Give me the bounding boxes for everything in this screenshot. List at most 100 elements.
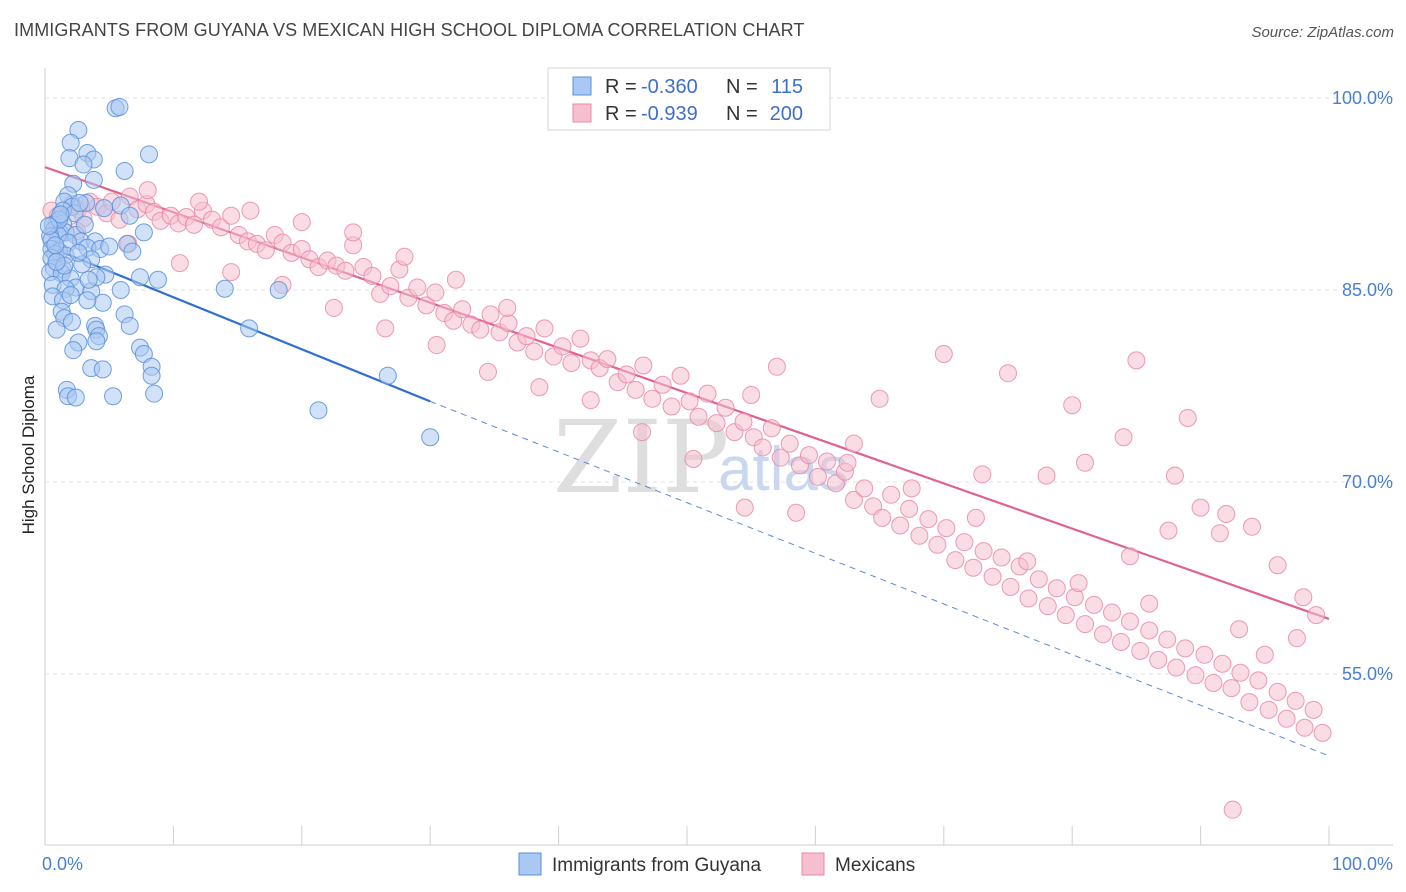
mexicans-point [946, 551, 965, 570]
legend-n-value-guyana: 115 [771, 76, 803, 98]
mexicans-point [1217, 505, 1236, 523]
mexicans-point [684, 449, 703, 468]
mexicans-point [1268, 682, 1287, 701]
mexicans-point [1103, 603, 1122, 622]
guyana-point [66, 388, 85, 407]
mexicans-point [1076, 453, 1095, 472]
legend-box [547, 67, 831, 131]
mexicans-point [426, 283, 445, 302]
mexicans-point [780, 434, 799, 453]
mexicans-point [1213, 654, 1232, 673]
mexicans-point [581, 391, 600, 410]
mexicans-point [1240, 693, 1259, 712]
mexicans-point [910, 526, 929, 545]
guyana-point [70, 193, 89, 212]
guyana-point [140, 145, 159, 164]
mexicans-point [553, 337, 572, 356]
guyana-point [100, 237, 119, 256]
mexicans-point [689, 407, 708, 426]
mexicans-point [535, 319, 554, 338]
mexicans-point [1076, 615, 1095, 634]
grid-lines [45, 97, 1393, 675]
legend-r-label-guyana: R = [605, 76, 637, 98]
mexicans-point [838, 453, 857, 472]
legend-n-label-mexican: N = [726, 103, 758, 125]
mexicans-point [928, 535, 947, 554]
mexicans-point [662, 397, 681, 416]
mexicans-point [844, 434, 863, 453]
legend-r-value-mexican: -0.939 [641, 103, 698, 125]
mexicans-point [1255, 645, 1274, 664]
guyana-point [74, 155, 93, 174]
mexicans-point [1029, 570, 1048, 589]
mexicans-point [891, 516, 910, 535]
mexicans-point [855, 479, 874, 498]
mexicans-point [498, 298, 517, 317]
mexicans-point [363, 266, 382, 285]
mexicans-point [707, 414, 726, 433]
mexicans-point [222, 206, 241, 225]
mexicans-point [598, 350, 617, 369]
mexicans-point [1038, 597, 1057, 616]
mexicans-point [634, 356, 653, 375]
mexicans-point [1287, 629, 1306, 648]
series-immigrants-from-guyana [39, 97, 440, 447]
mexicans-point [184, 215, 203, 234]
mexicans-point [919, 510, 938, 529]
guyana-point [111, 281, 130, 299]
mexicans-point [256, 241, 275, 260]
mexicans-point [376, 319, 395, 338]
guyana-point [120, 316, 139, 335]
guyana-point [110, 97, 129, 116]
guyana-point [46, 236, 65, 255]
guyana-point [123, 242, 142, 261]
mexicans-point [1018, 552, 1037, 571]
bottom-legend-label-guyana: Immigrants from Guyana [552, 855, 761, 876]
mexicans-point [735, 498, 754, 517]
mexicans-point [381, 277, 400, 296]
mexicans-point [617, 365, 636, 384]
mexicans-point [1140, 594, 1159, 613]
axes [44, 68, 1393, 846]
guyana-point [75, 215, 94, 234]
mexicans-point [1307, 606, 1326, 625]
mexicans-point [408, 278, 427, 297]
bottom-legend-label-mexican: Mexicans [835, 855, 915, 876]
mexicans-point [1019, 589, 1038, 608]
chart-title: IMMIGRANTS FROM GUYANA VS MEXICAN HIGH S… [14, 20, 805, 40]
mexicans-point [1056, 606, 1075, 625]
mexicans-point [222, 263, 241, 282]
mexicans-point [1120, 547, 1139, 566]
mexicans-point [1178, 409, 1197, 427]
mexicans-point [626, 380, 645, 399]
y-tick-label: 85.0% [1342, 280, 1393, 300]
mexicans-point [1001, 577, 1020, 596]
guyana-point [120, 206, 139, 225]
mexicans-point [324, 298, 343, 317]
guyana-point [93, 293, 112, 312]
mexicans-point [1114, 428, 1133, 447]
mexicans-point [1242, 517, 1261, 536]
guyana-point [47, 320, 66, 339]
trend-line-guyana-extension [430, 400, 1330, 757]
y-tick-label: 100.0% [1332, 88, 1393, 108]
mexicans-point [1140, 621, 1159, 640]
guyana-point [87, 332, 106, 351]
guyana-point [95, 199, 114, 218]
mexicans-point [427, 336, 446, 355]
guyana-point [78, 291, 97, 310]
legend-n-label-guyana: N = [726, 76, 758, 98]
mexicans-point [633, 423, 652, 442]
mexicans-point [680, 392, 699, 411]
guyana-point [145, 384, 164, 403]
mexicans-point [336, 261, 355, 280]
y-tick-label: 70.0% [1342, 472, 1393, 492]
mexicans-point [1295, 718, 1314, 737]
mexicans-point [1223, 800, 1242, 819]
guyana-point [61, 133, 80, 152]
chart-source: Source: ZipAtlas.com [1251, 24, 1394, 41]
mexicans-point [767, 357, 786, 376]
mexicans-point [900, 499, 919, 518]
guyana-point [131, 268, 150, 287]
bottom-legend-swatch-mexican [801, 852, 825, 876]
